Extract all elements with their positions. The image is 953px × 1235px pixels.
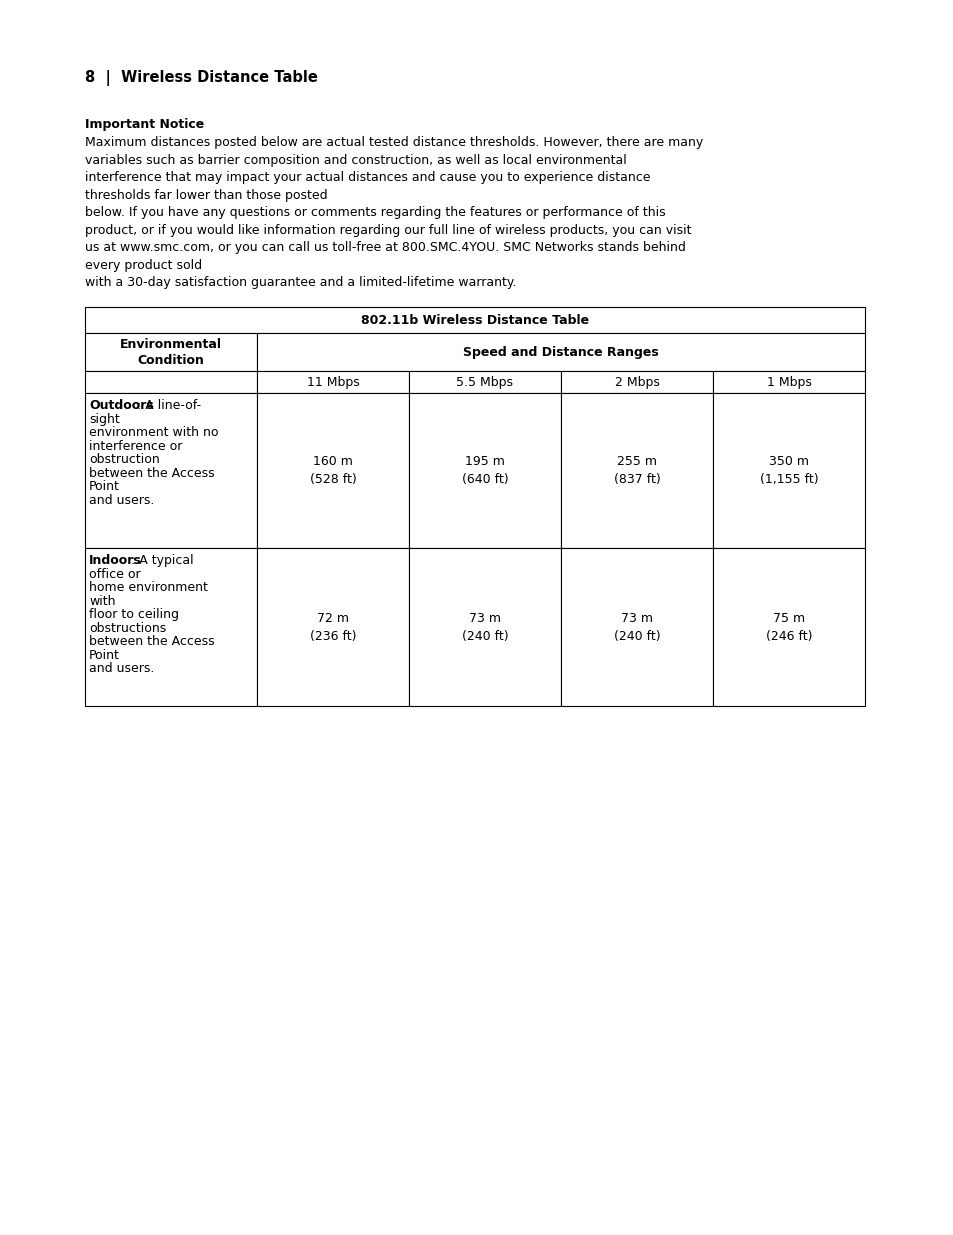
- Text: Important Notice: Important Notice: [85, 119, 204, 131]
- Bar: [712, 548, 864, 706]
- Bar: [712, 370, 864, 393]
- Text: Maximum distances posted below are actual tested distance thresholds. However, t: Maximum distances posted below are actua…: [85, 136, 702, 289]
- Text: 350 m
(1,155 ft): 350 m (1,155 ft): [759, 454, 818, 487]
- Text: 802.11b Wireless Distance Table: 802.11b Wireless Distance Table: [360, 314, 588, 326]
- Bar: [85, 333, 256, 370]
- Text: Point: Point: [89, 480, 120, 493]
- Text: environment with no: environment with no: [89, 426, 218, 438]
- Bar: [85, 308, 864, 333]
- Bar: [712, 393, 864, 548]
- Text: 73 m
(240 ft): 73 m (240 ft): [613, 611, 659, 642]
- Text: Outdoors: Outdoors: [89, 399, 153, 412]
- Bar: [256, 548, 409, 706]
- Text: obstructions: obstructions: [89, 621, 166, 635]
- Text: with: with: [89, 594, 115, 608]
- Text: interference or: interference or: [89, 440, 182, 452]
- Text: 8  |  Wireless Distance Table: 8 | Wireless Distance Table: [85, 70, 317, 86]
- Text: 160 m
(528 ft): 160 m (528 ft): [310, 454, 356, 487]
- Text: : A typical: : A typical: [131, 555, 193, 567]
- Bar: [409, 370, 560, 393]
- Bar: [85, 548, 256, 706]
- Bar: [560, 393, 712, 548]
- Bar: [409, 393, 560, 548]
- Text: between the Access: between the Access: [89, 635, 214, 648]
- Text: and users.: and users.: [89, 662, 154, 676]
- Text: 72 m
(236 ft): 72 m (236 ft): [310, 611, 355, 642]
- Text: sight: sight: [89, 412, 120, 426]
- Bar: [409, 548, 560, 706]
- Bar: [85, 370, 256, 393]
- Bar: [85, 393, 256, 548]
- Bar: [256, 333, 864, 370]
- Text: floor to ceiling: floor to ceiling: [89, 608, 179, 621]
- Text: 195 m
(640 ft): 195 m (640 ft): [461, 454, 508, 487]
- Text: office or: office or: [89, 568, 140, 580]
- Text: Point: Point: [89, 648, 120, 662]
- Text: 255 m
(837 ft): 255 m (837 ft): [613, 454, 659, 487]
- Text: 11 Mbps: 11 Mbps: [306, 375, 359, 389]
- Text: 5.5 Mbps: 5.5 Mbps: [456, 375, 513, 389]
- Bar: [560, 548, 712, 706]
- Text: between the Access: between the Access: [89, 467, 214, 479]
- Text: 73 m
(240 ft): 73 m (240 ft): [461, 611, 508, 642]
- Text: obstruction: obstruction: [89, 453, 159, 466]
- Text: 2 Mbps: 2 Mbps: [614, 375, 659, 389]
- Text: Indoors: Indoors: [89, 555, 142, 567]
- Bar: [256, 370, 409, 393]
- Text: 1 Mbps: 1 Mbps: [766, 375, 811, 389]
- Bar: [256, 393, 409, 548]
- Text: home environment: home environment: [89, 580, 208, 594]
- Text: : A line-of-: : A line-of-: [137, 399, 201, 412]
- Text: and users.: and users.: [89, 494, 154, 506]
- Text: Environmental
Condition: Environmental Condition: [120, 337, 222, 367]
- Text: Speed and Distance Ranges: Speed and Distance Ranges: [462, 346, 659, 358]
- Text: 75 m
(246 ft): 75 m (246 ft): [765, 611, 811, 642]
- Bar: [560, 370, 712, 393]
